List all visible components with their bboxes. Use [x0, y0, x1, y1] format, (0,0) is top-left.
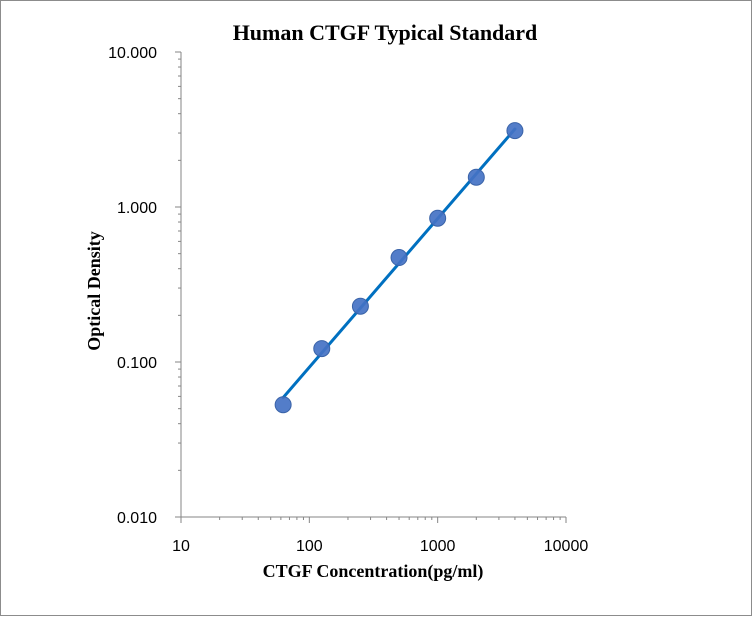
data-point: [390, 249, 408, 267]
data-point: [429, 209, 447, 227]
x-axis: 10 100 1000 10000: [172, 516, 589, 555]
x-tick-label: 100: [296, 538, 323, 555]
data-point: [313, 340, 331, 358]
data-point: [506, 122, 524, 140]
y-tick-label: 10.000: [108, 45, 157, 62]
y-axis-label: Optical Density: [84, 231, 104, 351]
y-tick-label: 0.100: [117, 355, 157, 372]
y-tick-label: 1.000: [117, 200, 157, 217]
y-axis: 0.010 0.100 1.000 10.000: [108, 45, 182, 527]
data-point: [351, 297, 369, 315]
x-axis-label: CTGF Concentration(pg/ml): [263, 561, 484, 582]
data-points-layer: [274, 122, 524, 414]
data-point: [274, 396, 292, 414]
data-point: [467, 168, 485, 186]
x-tick-label: 10: [172, 538, 190, 555]
y-tick-label: 0.010: [117, 510, 157, 527]
x-tick-label: 10000: [544, 538, 589, 555]
x-tick-label: 1000: [420, 538, 456, 555]
chart-title: Human CTGF Typical Standard: [233, 20, 538, 45]
